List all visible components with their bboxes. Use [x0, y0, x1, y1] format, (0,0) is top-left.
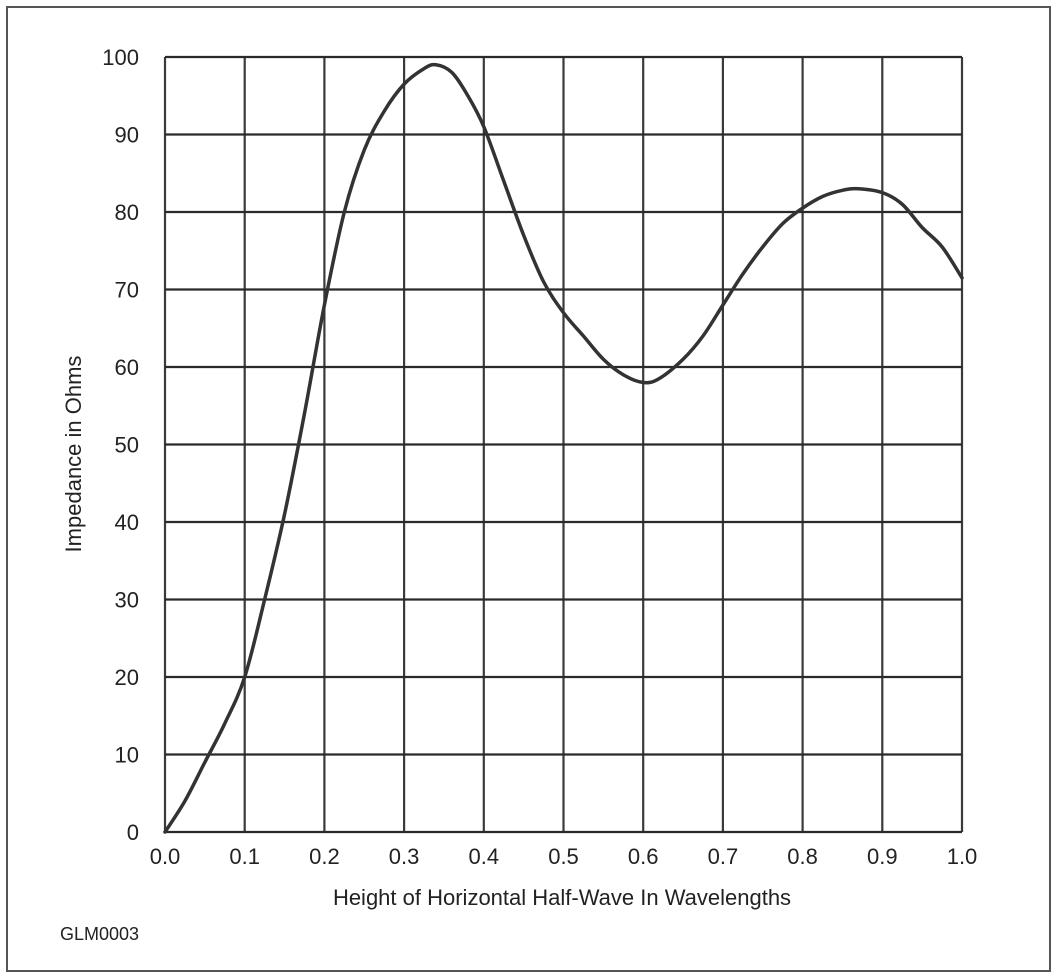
x-tick-label: 0.9: [867, 844, 898, 869]
x-axis-label: Height of Horizontal Half-Wave In Wavele…: [333, 885, 791, 910]
y-tick-label: 40: [115, 510, 139, 535]
y-tick-label: 20: [115, 665, 139, 690]
figure-code: GLM0003: [60, 924, 139, 944]
y-tick-label: 100: [102, 45, 139, 70]
series-layer: [163, 62, 964, 834]
x-tick-label: 0.5: [548, 844, 579, 869]
series-line: [163, 62, 964, 834]
tick-labels: 0.0 0.1 0.2 0.3 0.4 0.5 0.6 0.7 0.8 0.9 1.0 0 10 20 30…: [102, 45, 977, 869]
x-tick-label: 0.0: [150, 844, 181, 869]
y-tick-label: 10: [115, 743, 139, 768]
y-tick-label: 50: [115, 433, 139, 458]
y-tick-label: 0: [127, 820, 139, 845]
x-tick-label: 0.6: [628, 844, 659, 869]
x-tick-label: 0.7: [708, 844, 739, 869]
y-tick-label: 80: [115, 200, 139, 225]
grid: [163, 55, 964, 834]
y-tick-label: 30: [115, 588, 139, 613]
x-tick-label: 0.4: [469, 844, 500, 869]
x-tick-label: 1.0: [947, 844, 978, 869]
x-tick-label: 0.2: [309, 844, 340, 869]
x-tick-label: 0.3: [389, 844, 420, 869]
y-axis-label: Impedance in Ohms: [61, 356, 86, 553]
y-tick-label: 90: [115, 123, 139, 148]
y-tick-label: 70: [115, 278, 139, 303]
x-tick-label: 0.1: [229, 844, 260, 869]
x-tick-label: 0.8: [787, 844, 818, 869]
y-tick-label: 60: [115, 355, 139, 380]
